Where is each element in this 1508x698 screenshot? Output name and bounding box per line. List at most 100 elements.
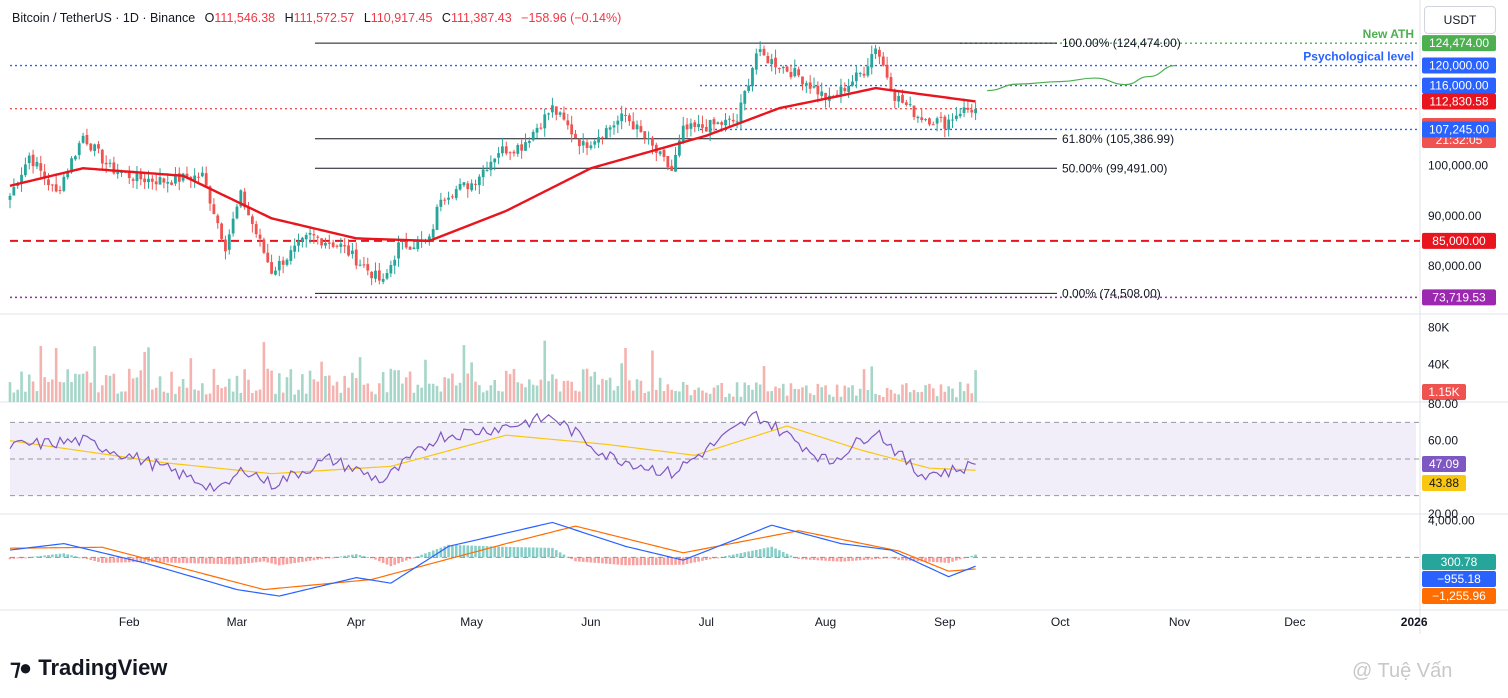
- macd-histogram-bar: [81, 557, 85, 559]
- fib-label-0: 100.00% (124,474.00): [1062, 36, 1181, 50]
- volume-axis-tick: 80K: [1428, 320, 1449, 334]
- volume-bar: [454, 385, 458, 402]
- price-candle: [112, 162, 116, 174]
- macd-histogram-bar: [408, 557, 412, 560]
- macd-histogram-bar: [293, 557, 296, 564]
- price-candle: [916, 116, 920, 119]
- tradingview-logo-text: TradingView: [38, 655, 168, 680]
- macd-histogram-bar: [747, 551, 750, 558]
- volume-bar: [735, 382, 739, 402]
- macd-histogram-bar: [631, 557, 635, 566]
- volume-bar: [931, 388, 935, 402]
- price-candle: [897, 96, 901, 102]
- volume-bar: [81, 373, 85, 402]
- macd-histogram-bar: [624, 557, 627, 566]
- price-candle: [881, 56, 885, 66]
- macd-histogram-bar: [805, 557, 808, 560]
- macd-histogram-bar: [97, 557, 100, 562]
- volume-bar: [181, 379, 185, 402]
- macd-histogram-bar: [531, 547, 535, 558]
- fib-label-2: 50.00% (99,491.00): [1062, 161, 1167, 175]
- volume-bar: [262, 342, 266, 402]
- price-candle: [347, 245, 350, 256]
- macd-axis-tick: 4,000.00: [1428, 514, 1475, 528]
- price-candle: [204, 173, 208, 186]
- price-candle: [466, 183, 470, 190]
- price-candle: [547, 113, 550, 115]
- macd-histogram-bar: [604, 557, 608, 564]
- price-candle: [270, 262, 273, 274]
- price-candle: [974, 108, 977, 114]
- macd-histogram-bar: [647, 557, 650, 566]
- volume-bar: [885, 387, 889, 402]
- price-candle: [712, 119, 716, 125]
- price-candle: [947, 119, 951, 130]
- time-axis-label: May: [460, 615, 483, 629]
- macd-histogram-bar: [454, 545, 458, 558]
- price-candle: [435, 206, 439, 230]
- volume-bar: [747, 385, 750, 402]
- price-candle: [754, 53, 758, 70]
- macd-histogram-bar: [12, 557, 16, 559]
- volume-bar: [8, 382, 12, 402]
- macd-histogram-bar: [312, 557, 316, 561]
- price-axis-tick: 80,000.00: [1428, 259, 1482, 273]
- price-label-6: 85,000.00: [1432, 234, 1486, 248]
- macd-histogram-bar: [366, 557, 370, 559]
- macd-histogram-bar: [728, 555, 731, 558]
- volume-bar: [481, 392, 485, 402]
- rsi-axis-tick: 60.00: [1428, 434, 1458, 448]
- price-candle: [127, 171, 131, 179]
- price-candle: [554, 106, 558, 115]
- volume-bar: [601, 378, 604, 402]
- volume-bar: [254, 390, 258, 402]
- price-candle: [477, 176, 481, 186]
- volume-bar: [404, 377, 408, 402]
- price-candle: [66, 171, 70, 178]
- price-candle: [758, 49, 762, 52]
- price-candle: [212, 204, 216, 215]
- macd-histogram-bar: [574, 557, 577, 562]
- volume-bar: [812, 394, 816, 402]
- price-candle: [462, 182, 466, 186]
- macd-histogram-bar: [566, 556, 570, 558]
- macd-histogram-bar: [466, 545, 470, 558]
- macd-histogram-bar: [154, 557, 158, 563]
- price-candle: [443, 199, 447, 201]
- macd-histogram-bar: [227, 557, 231, 565]
- macd-histogram-bar: [608, 557, 612, 565]
- macd-histogram-bar: [774, 548, 777, 558]
- currency-button[interactable]: USDT: [1424, 6, 1496, 34]
- volume-bar: [893, 393, 897, 402]
- macd-histogram-bar: [654, 557, 658, 565]
- time-axis-label: Feb: [119, 615, 140, 629]
- price-candle: [908, 104, 912, 106]
- volume-bar: [162, 391, 166, 402]
- macd-histogram-bar: [528, 547, 531, 558]
- price-candle: [224, 239, 227, 252]
- volume-bar: [693, 389, 697, 402]
- price-label-bg-0: [1422, 35, 1496, 52]
- volume-bar: [208, 393, 212, 402]
- volume-bar: [277, 373, 281, 402]
- volume-bar: [658, 377, 662, 402]
- volume-bar: [443, 377, 447, 402]
- change-value: −158.96 (−0.14%): [521, 11, 622, 25]
- volume-bar: [862, 369, 866, 402]
- macd-histogram-bar: [204, 557, 208, 564]
- price-candle: [651, 137, 654, 146]
- macd-histogram-bar: [889, 557, 893, 559]
- price-candle: [935, 118, 939, 124]
- price-candle: [193, 175, 197, 181]
- volume-bar: [808, 393, 812, 402]
- symbol-name[interactable]: Bitcoin / TetherUS · 1D · Binance: [12, 11, 196, 25]
- time-axis-label: Jun: [581, 615, 600, 629]
- open-label: O: [204, 11, 215, 25]
- tradingview-logo[interactable]: ⁊● TradingView: [10, 655, 167, 681]
- volume-bar: [928, 383, 931, 402]
- macd-histogram-bar: [385, 557, 389, 565]
- volume-bar: [881, 396, 885, 402]
- macd-histogram-bar: [866, 557, 870, 560]
- price-candle: [874, 48, 877, 55]
